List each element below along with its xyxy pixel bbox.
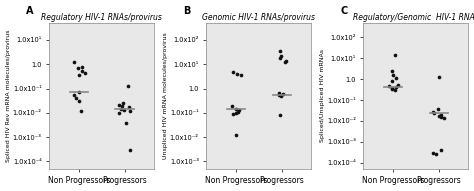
- Point: [232, 134, 240, 137]
- Point: [281, 61, 289, 64]
- Text: B: B: [183, 6, 191, 16]
- Point: [229, 112, 237, 116]
- Point: [122, 121, 129, 124]
- Point: [391, 53, 399, 56]
- Point: [438, 113, 445, 116]
- Point: [70, 61, 78, 64]
- Point: [391, 89, 399, 92]
- Point: [275, 94, 283, 97]
- Point: [435, 75, 443, 78]
- Point: [279, 93, 286, 96]
- Point: [118, 107, 125, 110]
- Point: [276, 113, 284, 116]
- Point: [116, 103, 123, 106]
- Point: [278, 54, 285, 57]
- Point: [438, 115, 445, 118]
- Point: [126, 148, 134, 151]
- Point: [388, 69, 395, 72]
- Point: [435, 114, 443, 117]
- Point: [277, 95, 285, 98]
- Point: [433, 153, 440, 156]
- Point: [282, 59, 290, 62]
- Point: [126, 106, 133, 109]
- Point: [74, 66, 82, 70]
- Point: [233, 72, 240, 75]
- Point: [125, 84, 132, 87]
- Point: [70, 93, 78, 96]
- Point: [388, 87, 396, 90]
- Point: [229, 70, 237, 73]
- Point: [233, 107, 240, 110]
- Y-axis label: Unspliced HIV mRNA molecules/provirus: Unspliced HIV mRNA molecules/provirus: [163, 32, 168, 159]
- Point: [76, 74, 83, 77]
- Point: [77, 109, 85, 112]
- Point: [394, 83, 402, 86]
- Point: [235, 108, 243, 112]
- Point: [437, 148, 445, 151]
- Point: [388, 88, 396, 91]
- Point: [75, 91, 83, 94]
- Text: A: A: [26, 6, 34, 16]
- Point: [389, 74, 396, 77]
- Point: [79, 65, 86, 68]
- Point: [276, 91, 283, 95]
- Point: [75, 100, 83, 103]
- Point: [234, 110, 242, 113]
- Point: [430, 111, 438, 114]
- Y-axis label: Spliced HIV Rev mRNA molecules/provirus: Spliced HIV Rev mRNA molecules/provirus: [6, 30, 10, 162]
- Point: [81, 71, 89, 74]
- Point: [120, 108, 128, 112]
- Text: C: C: [340, 6, 347, 16]
- Point: [429, 151, 437, 154]
- Point: [228, 104, 236, 107]
- Point: [237, 74, 245, 77]
- Title: Genomic HIV-1 RNAs/provirus: Genomic HIV-1 RNAs/provirus: [202, 13, 315, 22]
- Point: [118, 104, 126, 108]
- Title: Regulatory HIV-1 RNAs/provirus: Regulatory HIV-1 RNAs/provirus: [41, 13, 162, 22]
- Point: [115, 111, 123, 114]
- Point: [388, 80, 396, 83]
- Point: [78, 69, 85, 72]
- Y-axis label: Spliced/Unspliced HIV mRNAs: Spliced/Unspliced HIV mRNAs: [319, 49, 325, 142]
- Point: [232, 111, 239, 114]
- Point: [126, 109, 134, 112]
- Point: [276, 49, 284, 53]
- Point: [440, 116, 448, 119]
- Point: [392, 77, 400, 80]
- Point: [119, 102, 127, 105]
- Point: [429, 110, 437, 113]
- Point: [385, 85, 393, 88]
- Point: [276, 57, 284, 60]
- Title: Regulatory/Genomic  HIV-1 RNAs: Regulatory/Genomic HIV-1 RNAs: [353, 13, 474, 22]
- Point: [73, 97, 80, 100]
- Point: [434, 107, 442, 110]
- Point: [392, 86, 400, 89]
